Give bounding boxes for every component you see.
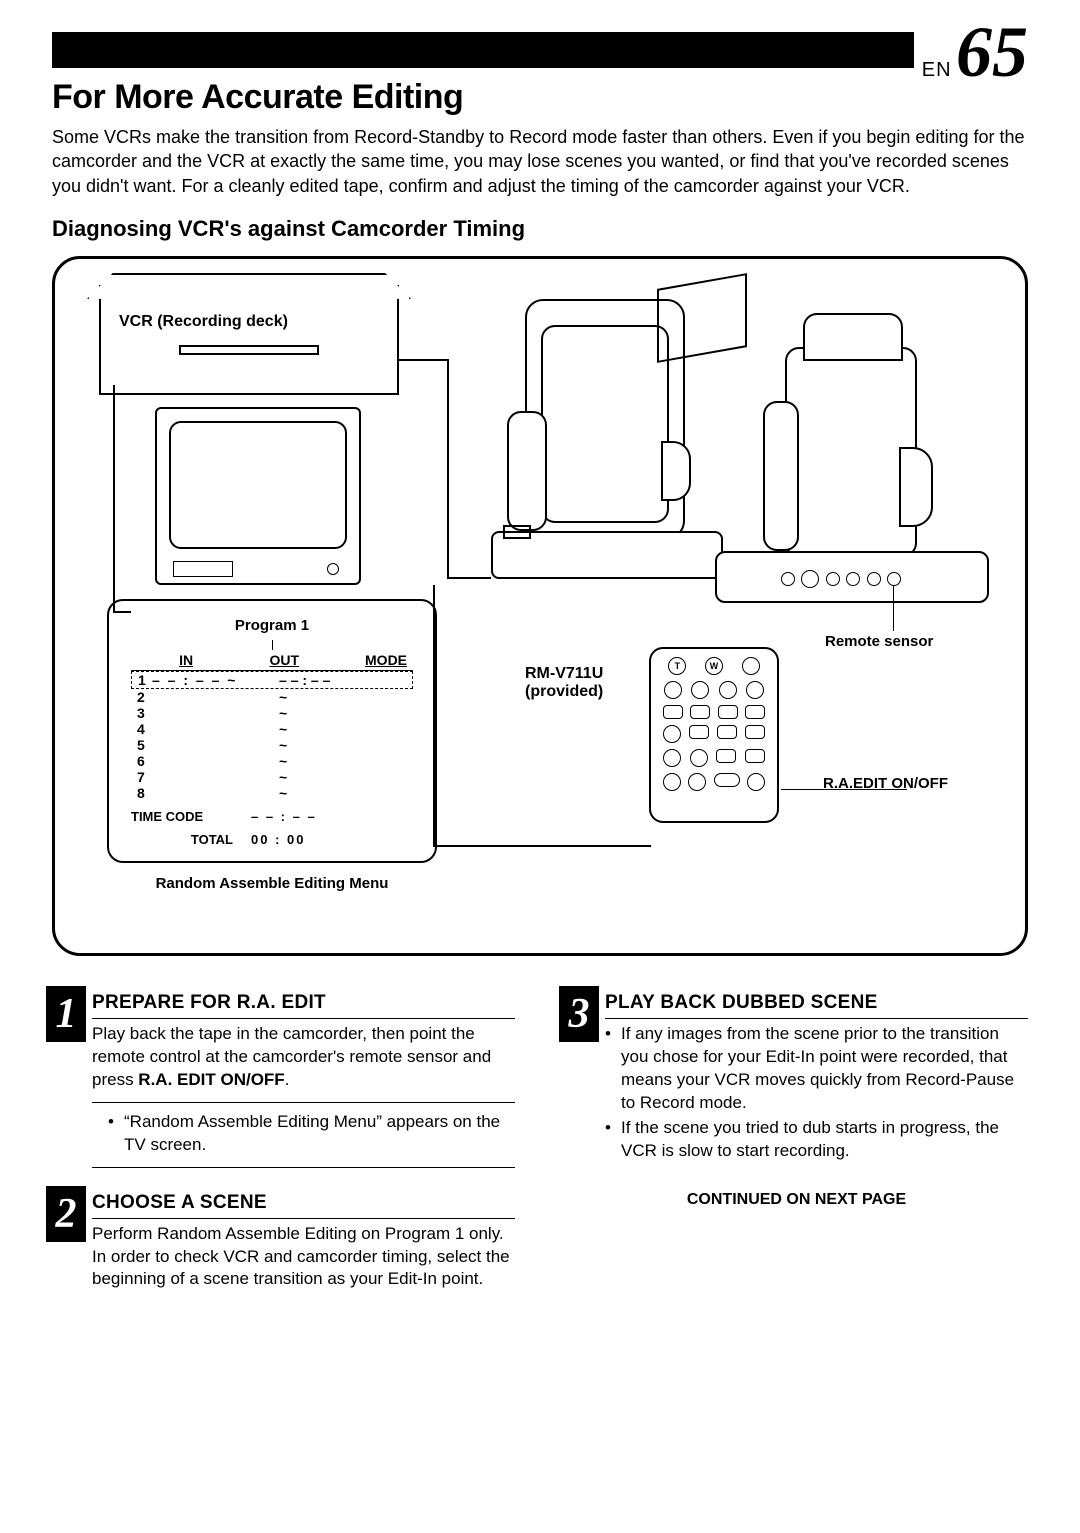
subheading: Diagnosing VCR's against Camcorder Timin…	[52, 216, 1028, 242]
ra-row: 2~	[131, 689, 413, 705]
ra-menu: Program 1 IN OUT MODE 1– – : – – ~– – : …	[107, 599, 437, 863]
remote-illustration: TW	[649, 647, 779, 823]
tv-illustration	[155, 407, 361, 585]
step-3-li2: If the scene you tried to dub starts in …	[605, 1117, 1028, 1163]
vcr-illustration	[99, 285, 399, 395]
continued-notice: CONTINUED ON NEXT PAGE	[565, 1191, 1028, 1209]
ra-hdr-in: IN	[137, 652, 235, 668]
ra-row: 5~	[131, 737, 413, 753]
ra-edit-label: R.A.EDIT ON/OFF	[823, 775, 948, 792]
ra-hdr-out: OUT	[235, 652, 333, 668]
page-title: For More Accurate Editing	[52, 78, 1028, 117]
total-label: TOTAL	[131, 832, 251, 847]
camcorder-docked-illustration	[525, 299, 685, 539]
remote-sensor-label: Remote sensor	[825, 633, 933, 650]
step-3-title: PLAY BACK DUBBED SCENE	[605, 992, 1028, 1019]
ra-hdr-mode: MODE	[333, 652, 407, 668]
ra-menu-program: Program 1	[131, 617, 413, 634]
remote-sensor-leader	[893, 585, 894, 631]
step-1-body: Play back the tape in the camcorder, the…	[92, 1023, 515, 1092]
rmv-label: RM-V711U (provided)	[525, 665, 603, 701]
step-3: 3 PLAY BACK DUBBED SCENE If any images f…	[565, 992, 1028, 1163]
step-1-note: “Random Assemble Editing Menu” appears o…	[108, 1111, 515, 1157]
intro-text: Some VCRs make the transition from Recor…	[52, 125, 1028, 198]
step-1-title: PREPARE FOR R.A. EDIT	[92, 992, 515, 1019]
total-value: 00 : 00	[251, 832, 305, 847]
ra-menu-wrap: Program 1 IN OUT MODE 1– – : – – ~– – : …	[107, 599, 437, 892]
diagram-box: VCR (Recording deck) Remote sensor RM-V7…	[52, 256, 1028, 956]
ra-row: 8~	[131, 785, 413, 801]
step-3-number: 3	[559, 986, 599, 1042]
header-bar: EN 65	[52, 32, 1028, 68]
ra-row: 7~	[131, 769, 413, 785]
ra-menu-caption: Random Assemble Editing Menu	[107, 875, 437, 892]
ra-row: 1– – : – – ~– – : – –	[131, 671, 413, 689]
step-2-title: CHOOSE A SCENE	[92, 1192, 515, 1219]
timecode-value: – – : – –	[251, 809, 317, 824]
step-2: 2 CHOOSE A SCENE Perform Random Assemble…	[52, 1192, 515, 1292]
step-2-body: Perform Random Assemble Editing on Progr…	[92, 1223, 515, 1292]
step-1-number: 1	[46, 986, 86, 1042]
lang-label: EN	[922, 59, 952, 81]
ra-row: 6~	[131, 753, 413, 769]
ra-row: 3~	[131, 705, 413, 721]
page-number-value: 65	[956, 12, 1028, 92]
step-3-li1: If any images from the scene prior to th…	[605, 1023, 1028, 1115]
timecode-label: TIME CODE	[131, 809, 251, 824]
camcorder-dock-rear-illustration	[785, 347, 917, 557]
ra-row: 4~	[131, 721, 413, 737]
vcr-label: VCR (Recording deck)	[115, 313, 292, 331]
page-number: EN 65	[914, 16, 1028, 88]
step-1: 1 PREPARE FOR R.A. EDIT Play back the ta…	[52, 992, 515, 1168]
step-2-number: 2	[46, 1186, 86, 1242]
